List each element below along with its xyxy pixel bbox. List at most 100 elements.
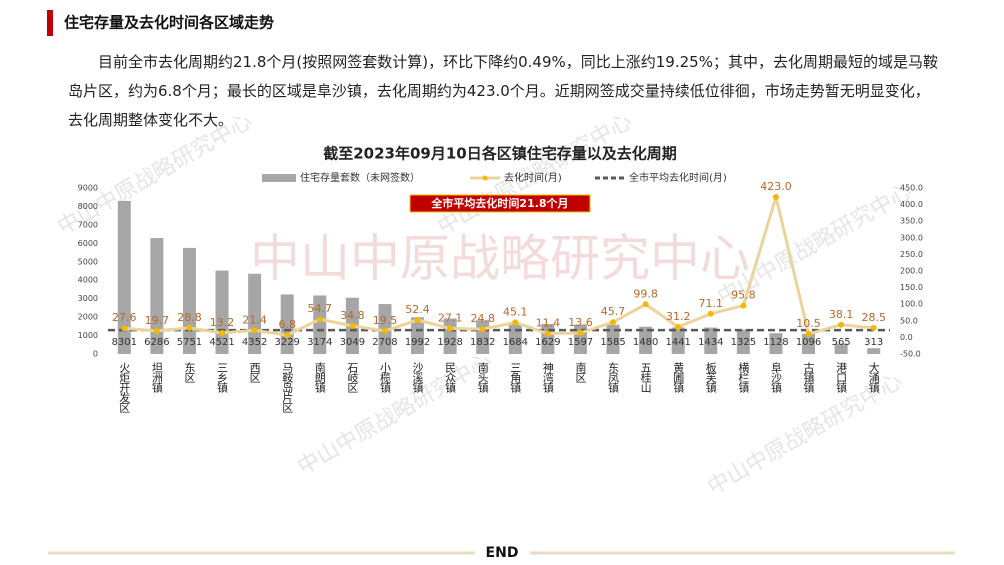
line-value-label: 19.7 <box>145 314 170 327</box>
y-tick-label: 0 <box>93 350 98 359</box>
bar <box>704 327 718 354</box>
bar-value-label: 2708 <box>372 337 397 348</box>
line-value-label: 71.1 <box>699 297 724 310</box>
legend-label: 去化时间(月) <box>504 171 562 184</box>
x-tick-label: 港口镇 <box>835 362 848 394</box>
x-tick-label: 东区 <box>183 362 196 383</box>
y-tick-label: 8000 <box>78 202 98 211</box>
bar <box>834 343 848 354</box>
x-tick-label: 小榄镇 <box>378 362 391 394</box>
line-point <box>772 193 779 200</box>
line-point <box>414 317 421 324</box>
line-point <box>349 322 356 329</box>
x-tick-label: 三角镇 <box>509 362 522 394</box>
x-tick-label: 阜沙镇 <box>769 362 782 394</box>
x-tick-label: 横栏镇 <box>737 361 750 394</box>
x-tick-label: 石岐区 <box>346 362 359 393</box>
line-point <box>512 319 519 326</box>
line-value-label: 24.8 <box>470 312 495 325</box>
line-value-label: 52.4 <box>405 303 430 316</box>
bar-value-label: 1585 <box>600 337 625 348</box>
bar-value-label: 8301 <box>112 337 137 348</box>
line-point <box>642 301 649 308</box>
line-point <box>544 330 551 337</box>
bar <box>867 348 881 354</box>
line-value-label: 95.8 <box>731 289 756 302</box>
bar-value-label: 4521 <box>209 337 234 348</box>
x-tick-label: 黄圃镇 <box>672 361 685 394</box>
line-value-label: 34.8 <box>340 309 365 322</box>
x-tick-label: 南朗镇 <box>313 362 326 394</box>
y-tick-label: 5000 <box>78 257 98 266</box>
bar-value-label: 1928 <box>437 337 462 348</box>
line-value-label: 54.7 <box>308 302 333 315</box>
bar <box>769 333 783 354</box>
y-tick-label: 3000 <box>78 294 98 303</box>
bar-value-label: 313 <box>864 337 883 348</box>
line-value-label: 6.8 <box>278 318 296 331</box>
y2-tick-label: 200.0 <box>900 267 923 276</box>
y-tick-label: 6000 <box>78 239 98 248</box>
line-value-label: 21.4 <box>242 313 267 326</box>
y2-tick-label: 350.0 <box>900 217 923 226</box>
x-tick-label: 大涌镇 <box>867 361 880 394</box>
line-point <box>153 327 160 334</box>
y2-tick-label: 250.0 <box>900 250 923 259</box>
line-point <box>381 327 388 334</box>
legend-swatch <box>262 174 296 182</box>
x-tick-label: 五桂山 <box>639 362 652 393</box>
line-point <box>610 319 617 326</box>
bar <box>736 329 750 354</box>
bar <box>639 326 653 354</box>
line <box>124 195 874 337</box>
bar <box>802 333 816 354</box>
bar-value-label: 4352 <box>242 337 267 348</box>
bar <box>313 295 327 354</box>
bar-value-label: 6286 <box>144 337 169 348</box>
line-point <box>707 310 714 317</box>
bar-value-label: 1096 <box>796 337 821 348</box>
line-value-label: 13.6 <box>568 316 593 329</box>
y2-tick-label: 300.0 <box>900 233 923 242</box>
footer: END <box>486 545 519 561</box>
y-tick-label: 4000 <box>78 276 98 285</box>
line-point <box>479 326 486 333</box>
x-tick-label: 古镇镇 <box>802 362 815 394</box>
line-point <box>186 324 193 331</box>
bar-value-label: 1832 <box>470 337 495 348</box>
x-tick-label: 南区 <box>574 362 587 383</box>
line-value-label: 19.5 <box>373 314 398 327</box>
line-value-label: 99.8 <box>633 287 658 300</box>
y-tick-label: 7000 <box>78 220 98 229</box>
line-value-label: 28.5 <box>861 311 886 324</box>
annotation-box <box>409 194 591 213</box>
x-tick-label: 火炬开发区 <box>118 362 131 413</box>
bar <box>280 294 294 354</box>
bar-value-label: 3049 <box>340 337 365 348</box>
y2-tick-label: 50.0 <box>900 316 918 325</box>
y-tick-label: 2000 <box>78 313 98 322</box>
x-tick-label: 神湾镇 <box>541 361 554 394</box>
bar-value-label: 1684 <box>503 337 528 348</box>
line-point <box>870 324 877 331</box>
line-value-label: 11.4 <box>536 317 561 330</box>
line-point <box>219 330 226 337</box>
line-point <box>838 321 845 328</box>
x-tick-label: 坦洲镇 <box>150 361 163 394</box>
line-point <box>251 327 258 334</box>
bar <box>117 200 131 354</box>
line-point <box>805 330 812 337</box>
line-value-label: 38.1 <box>829 308 854 321</box>
line-value-label: 27.6 <box>112 311 137 324</box>
line-value-label: 423.0 <box>760 180 792 193</box>
bar-value-label: 565 <box>832 337 851 348</box>
bar <box>248 273 262 354</box>
line-value-label: 27.1 <box>438 311 463 324</box>
chart-title: 截至2023年09月10日各区镇住宅存量以及去化周期 <box>323 145 677 163</box>
bar <box>606 324 620 354</box>
line-value-label: 13.2 <box>210 316 235 329</box>
x-tick-label: 民众镇 <box>444 362 457 394</box>
x-tick-label: 板芙镇 <box>704 361 717 394</box>
legend-swatch <box>482 175 488 181</box>
